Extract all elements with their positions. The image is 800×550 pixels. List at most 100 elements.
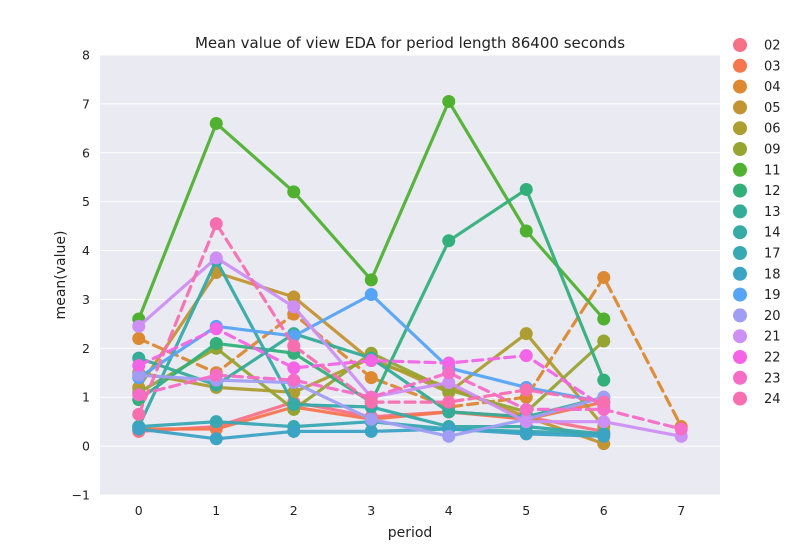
y-tick-label: 8 — [82, 48, 90, 63]
legend: 02 03 04 05 06 09 11 12 13 14 17 18 19 20 21 22 23 24 — [733, 38, 781, 407]
legend-item: 09 — [733, 142, 781, 158]
legend-item: 05 — [733, 100, 781, 116]
legend-item: 22 — [733, 350, 781, 366]
data-point — [132, 407, 146, 421]
legend-marker — [733, 38, 747, 52]
data-point — [364, 354, 378, 368]
data-point — [209, 432, 223, 446]
legend-marker — [733, 204, 747, 219]
series-22 — [132, 322, 611, 414]
x-tick-label: 2 — [290, 503, 298, 518]
data-point — [287, 424, 301, 438]
legend-marker — [733, 58, 747, 73]
data-point — [132, 422, 146, 436]
data-point — [597, 312, 611, 326]
data-point — [519, 327, 533, 341]
legend-item: 14 — [733, 225, 781, 241]
data-point — [209, 217, 223, 231]
y-tick-label: 5 — [82, 194, 90, 209]
legend-marker — [733, 121, 747, 136]
data-point — [519, 427, 533, 441]
data-point — [287, 373, 301, 387]
data-point — [364, 273, 378, 287]
legend-item: 24 — [733, 391, 781, 407]
legend-label: 05 — [764, 101, 781, 116]
legend-item: 04 — [733, 79, 781, 95]
series-line — [137, 275, 683, 429]
x-tick-label: 3 — [367, 503, 375, 518]
x-tick-label: 5 — [522, 503, 530, 518]
x-tick-label: 1 — [212, 503, 220, 518]
legend-label: 21 — [764, 330, 781, 345]
legend-label: 19 — [764, 288, 781, 303]
legend-label: 09 — [764, 143, 781, 158]
legend-item: 20 — [733, 308, 781, 324]
legend-item: 18 — [733, 266, 781, 282]
data-point — [519, 383, 533, 397]
legend-label: 12 — [764, 184, 781, 199]
legend-marker — [733, 329, 747, 344]
legend-label: 17 — [764, 247, 781, 262]
data-point — [132, 388, 146, 402]
legend-label: 11 — [764, 163, 781, 178]
data-point — [519, 415, 533, 429]
data-point — [364, 412, 378, 426]
legend-item: 11 — [733, 162, 781, 178]
legend-label: 23 — [764, 371, 781, 386]
legend-item: 03 — [733, 58, 781, 74]
legend-label: 13 — [764, 205, 781, 220]
data-point — [442, 395, 456, 409]
data-point — [597, 415, 611, 429]
data-point — [674, 422, 688, 436]
series-24 — [132, 217, 611, 421]
legend-item: 13 — [733, 204, 781, 220]
legend-marker — [733, 391, 747, 406]
data-point — [442, 376, 456, 390]
legend-marker — [733, 246, 747, 260]
data-point — [597, 334, 611, 348]
data-point — [597, 395, 611, 409]
data-point — [287, 398, 301, 412]
y-tick-label: 1 — [82, 390, 90, 405]
data-point — [287, 361, 301, 375]
legend-marker — [733, 266, 747, 281]
data-point — [209, 116, 223, 130]
chart-title: Mean value of view EDA for period length… — [195, 34, 625, 52]
x-tick-label: 7 — [677, 503, 685, 518]
data-point — [519, 182, 533, 196]
y-tick-label: 4 — [82, 243, 90, 258]
series-line — [137, 256, 683, 438]
data-point — [597, 270, 611, 284]
legend-marker — [733, 79, 747, 94]
data-point — [442, 234, 456, 248]
y-tick-label: −1 — [72, 488, 90, 503]
data-point — [287, 290, 301, 304]
data-point — [209, 322, 223, 336]
legend-label: 20 — [764, 309, 781, 324]
data-point — [442, 94, 456, 108]
data-point — [209, 336, 223, 350]
series-layer — [132, 94, 688, 451]
data-point — [209, 251, 223, 265]
y-tick-label: 2 — [82, 341, 90, 356]
legend-marker — [733, 370, 747, 385]
data-point — [519, 224, 533, 238]
legend-item: 19 — [733, 287, 781, 303]
legend-label: 02 — [764, 39, 781, 54]
series-line — [137, 371, 683, 431]
legend-item: 02 — [733, 38, 781, 54]
data-point — [209, 368, 223, 382]
data-point — [364, 424, 378, 438]
legend-label: 14 — [764, 226, 781, 241]
legend-marker — [733, 162, 747, 177]
data-point — [287, 300, 301, 314]
y-axis-label: mean(value) — [53, 231, 69, 320]
legend-label: 03 — [764, 59, 781, 74]
legend-marker — [733, 142, 747, 156]
data-point — [442, 366, 456, 380]
data-point — [442, 356, 456, 370]
y-tick-label: 0 — [82, 439, 90, 454]
data-point — [132, 368, 146, 382]
data-point — [442, 405, 456, 419]
legend-label: 04 — [764, 80, 781, 95]
